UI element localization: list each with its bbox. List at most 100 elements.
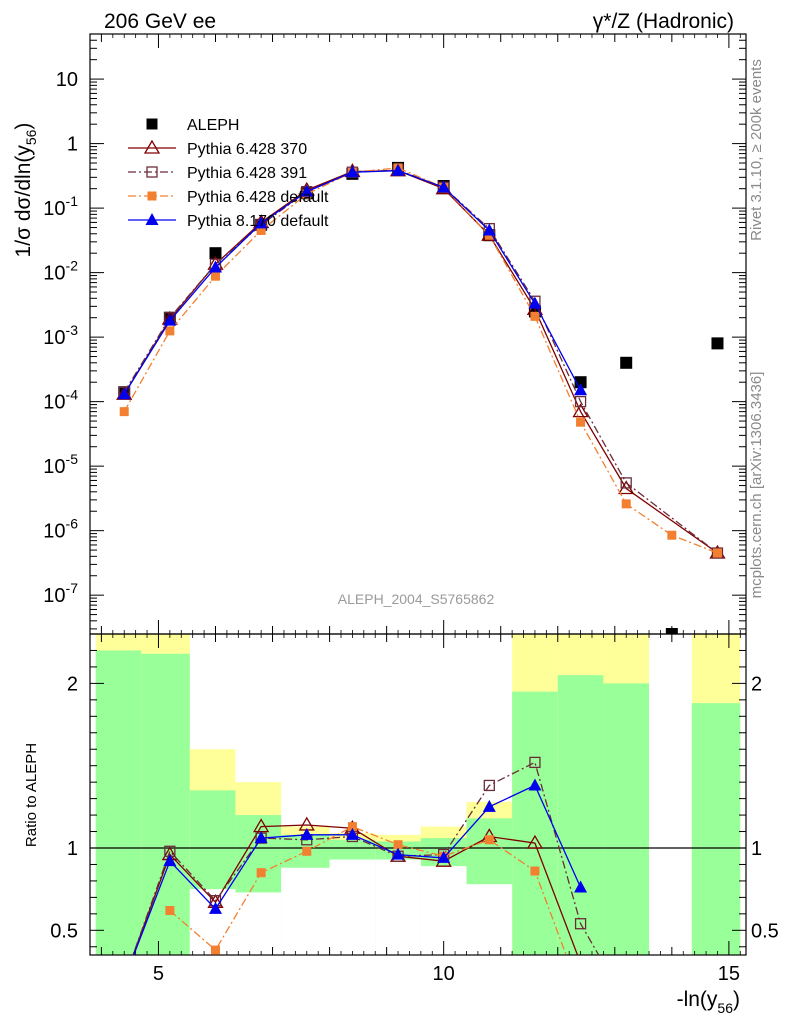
legend-label: Pythia 8.170 default [187,213,329,230]
data-marker [620,477,632,489]
data-marker [393,840,403,850]
y-tick-label-exponent: -1 [66,193,79,209]
data-marker [254,216,268,229]
data-marker [302,846,312,856]
data-marker [347,822,357,832]
ratio-y-tick-label: 2 [67,673,78,695]
data-marker [345,827,359,840]
y-tick-label: 10-4 [43,387,78,414]
y-tick-label-exponent: -5 [66,451,79,467]
x-tick-label: 10 [433,963,455,985]
data-marker [145,213,159,225]
data-marker [208,260,222,273]
legend-label: Pythia 6.428 391 [187,165,307,182]
data-marker [256,868,266,878]
data-marker [574,395,587,408]
x-axis-label: -ln(y56) [677,988,740,1016]
data-marker [526,834,544,849]
ratio-stat-band [691,703,741,955]
y-tick-label: 10-7 [43,580,78,607]
data-marker [667,530,677,540]
data-marker [484,835,494,845]
data-marker [437,180,451,193]
data-marker [165,906,175,916]
ratio-y-tick-label-right: 0.5 [751,920,779,942]
y-tick-label: 10 [56,69,78,91]
data-marker [143,139,161,154]
legend-label: ALEPH [187,117,239,134]
ratio-band-gap [420,866,467,955]
data-marker [208,901,222,914]
ratio-band-gap [375,859,421,955]
ratio-y-axis-label: Ratio to ALEPH [23,743,40,847]
data-marker [621,499,631,509]
ratio-stat-band [557,675,604,955]
ratio-y-tick-label-right: 2 [751,673,762,695]
data-marker [530,311,540,321]
data-marker [210,271,220,281]
data-marker [146,166,158,178]
y-axis-label: 1/σ dσ/dln(y56) [12,123,39,258]
y-tick-label-base: 10 [43,456,65,478]
x-axis-label-sub: 56 [717,1000,733,1016]
y-tick-label-exponent: -3 [66,322,79,338]
ratio-band-gap [329,859,376,955]
y-tick-label-exponent: -2 [66,258,79,274]
series-4 [117,163,588,400]
legend-item-4: Pythia 8.170 default [128,213,329,230]
y-tick-label: 10-1 [43,193,78,220]
data-marker [119,407,129,417]
legend-item-2: Pythia 6.428 391 [128,165,307,182]
data-marker [345,165,359,178]
y-axis-label-close: ) [12,123,35,130]
data-marker [576,417,586,427]
ratio-series-3 [133,778,588,955]
data-marker [391,847,405,860]
data-marker [574,918,587,930]
data-marker [147,191,157,201]
ratio-series-group [132,756,600,955]
ratio-y-tick-label: 1 [67,838,78,860]
ratio-stat-band [603,683,650,955]
y-tick-label-exponent: -6 [66,516,79,532]
legend: ALEPH Pythia 6.428 370 Pythia 6.428 391 Pyt… [128,117,329,230]
data-marker [163,313,177,326]
ratio-band-gap [281,867,330,955]
data-marker [437,850,451,863]
data-marker [209,247,222,260]
ratio-panel-frame [89,633,747,956]
y-tick-label-base: 10 [43,327,65,349]
y-tick-label: 10-2 [43,258,78,285]
ratio-stat-band [141,653,190,955]
y-tick-label: 10-5 [43,451,78,478]
data-marker [574,880,588,893]
legend-label: Pythia 6.428 370 [187,141,307,158]
data-marker [146,118,158,130]
y-tick-label-exponent: -7 [66,580,79,596]
data-marker [665,628,678,634]
data-marker [165,326,175,336]
series-line [123,167,718,554]
data-marker [483,779,495,792]
x-tick-label: 15 [718,963,740,985]
y-tick-label: 10-6 [43,516,78,543]
ratio-line [132,761,600,955]
main-series-group [116,161,726,634]
x-axis-label-main: -ln(y [677,988,718,1011]
y-tick-label-base: 10 [43,198,65,220]
data-marker [529,756,541,769]
data-marker [711,547,724,559]
data-marker [482,799,496,812]
x-tick-label: 5 [153,963,164,985]
data-marker [711,337,724,350]
data-marker [528,778,542,791]
legend-item-3: Pythia 6.428 default [128,189,329,206]
ratio-uncertainty-bands [95,634,741,955]
data-marker [163,854,177,867]
data-marker [574,383,588,396]
legend-item-0: ALEPH [146,117,239,134]
y-tick-label-base: 10 [43,521,65,543]
y-tick-label: 1 [67,134,78,156]
ratio-band-gap [235,892,282,955]
